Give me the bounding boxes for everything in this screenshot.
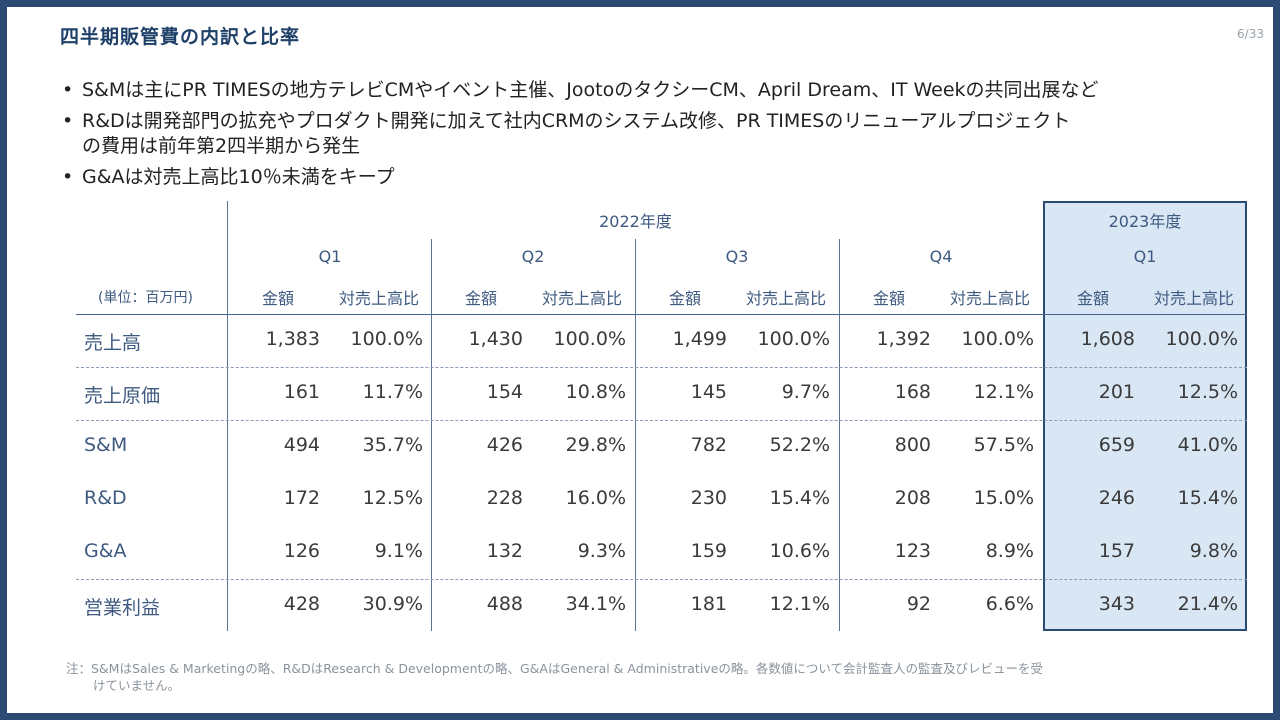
page-title: 四半期販管費の内訳と比率 xyxy=(60,26,301,48)
bullet-text: R&Dは開発部門の拡充やプロダクト開発に加えて社内CRMのシステム改修、PR T… xyxy=(82,110,1071,132)
footnote: 注：S&MはSales & Marketingの略、R&DはResearch &… xyxy=(66,660,1186,694)
footnote-line-1: 注：S&MはSales & Marketingの略、R&DはResearch &… xyxy=(66,661,1044,676)
footnote-line-2: けていません。 xyxy=(93,678,181,693)
bullet-text: G&Aは対売上高比10％未満をキープ xyxy=(82,166,395,188)
bullet-text: S&Mは主にPR TIMESの地方テレビCMやイベント主催、Jootoのタクシー… xyxy=(82,79,1099,101)
bullet-item: • R&Dは開発部門の拡充やプロダクト開発に加えて社内CRMのシステム改修、PR … xyxy=(62,109,1212,159)
bullet-dot-icon: • xyxy=(62,110,74,132)
bullet-text: の費用は前年第2四半期から発生 xyxy=(82,135,361,157)
bullet-dot-icon: • xyxy=(62,79,74,101)
bullet-item: • G&Aは対売上高比10％未満をキープ xyxy=(62,165,1212,190)
bullet-item: • S&Mは主にPR TIMESの地方テレビCMやイベント主催、Jootoのタクシ… xyxy=(62,78,1212,103)
bullet-dot-icon: • xyxy=(62,166,74,188)
page-number: 6/33 xyxy=(1237,27,1264,41)
bullet-list: • S&Mは主にPR TIMESの地方テレビCMやイベント主催、Jootoのタクシ… xyxy=(62,78,1212,196)
